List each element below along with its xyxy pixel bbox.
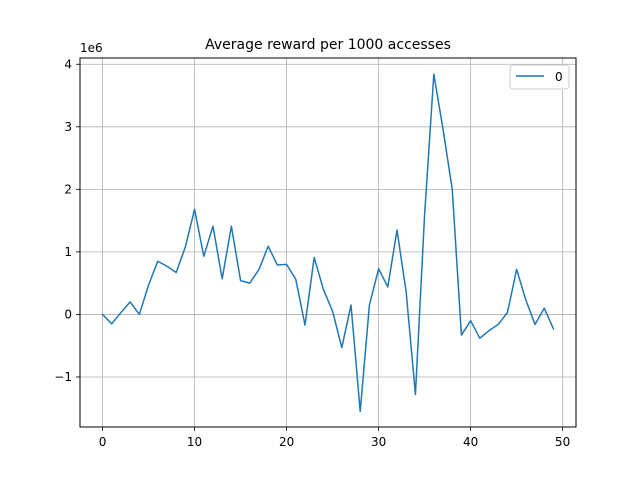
y-tick-label: 3 [64, 120, 72, 134]
y-tick-label: 0 [64, 307, 72, 321]
y-tick-label: 2 [64, 182, 72, 196]
x-tick-label: 10 [187, 435, 202, 449]
x-tick-label: 50 [555, 435, 570, 449]
plot-frame [79, 57, 577, 428]
x-tick-label: 30 [371, 435, 386, 449]
series-layer [101, 73, 555, 413]
x-tick-label: 0 [99, 435, 107, 449]
grid [80, 58, 576, 427]
x-axis: 0 10 20 30 40 50 [99, 427, 570, 449]
x-tick-label: 20 [279, 435, 294, 449]
legend-label: 0 [555, 70, 563, 84]
y-tick-label: 4 [64, 57, 72, 71]
y-scale-label: 1e6 [80, 41, 103, 55]
x-tick-label: 40 [463, 435, 478, 449]
legend: 0 [509, 64, 570, 90]
y-axis: −1 0 1 2 3 4 [54, 57, 80, 384]
series-line [101, 73, 555, 413]
chart-title: Average reward per 1000 accesses [205, 37, 451, 53]
y-tick-label: 1 [64, 245, 72, 259]
y-tick-label: −1 [54, 370, 72, 384]
legend-frame [509, 64, 570, 90]
